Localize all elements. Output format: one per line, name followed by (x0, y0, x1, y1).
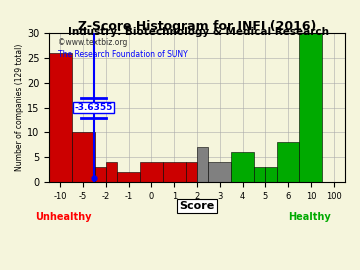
Bar (300, 33, 322, 182)
Bar (208, 162, 231, 182)
Text: The Research Foundation of SUNY: The Research Foundation of SUNY (58, 50, 188, 59)
Bar (72, 132, 95, 182)
Text: -3.6355: -3.6355 (74, 103, 113, 112)
Bar (140, 162, 163, 182)
Bar (186, 162, 197, 182)
Bar (95, 167, 106, 182)
Bar (277, 142, 300, 182)
Bar (254, 167, 265, 182)
Text: Unhealthy: Unhealthy (36, 211, 92, 221)
Bar (197, 147, 208, 182)
Bar (265, 167, 277, 182)
Text: Score: Score (179, 201, 215, 211)
Bar (49, 53, 72, 182)
Bar (231, 152, 254, 182)
Bar (163, 162, 186, 182)
Text: Industry: Biotechnology & Medical Research: Industry: Biotechnology & Medical Resear… (68, 27, 329, 37)
Bar (106, 162, 117, 182)
Text: Healthy: Healthy (288, 211, 331, 221)
Text: ©www.textbiz.org: ©www.textbiz.org (58, 38, 127, 47)
Y-axis label: Number of companies (129 total): Number of companies (129 total) (15, 44, 24, 171)
Title: Z-Score Histogram for INFI (2016): Z-Score Histogram for INFI (2016) (78, 21, 316, 33)
Bar (117, 172, 140, 182)
